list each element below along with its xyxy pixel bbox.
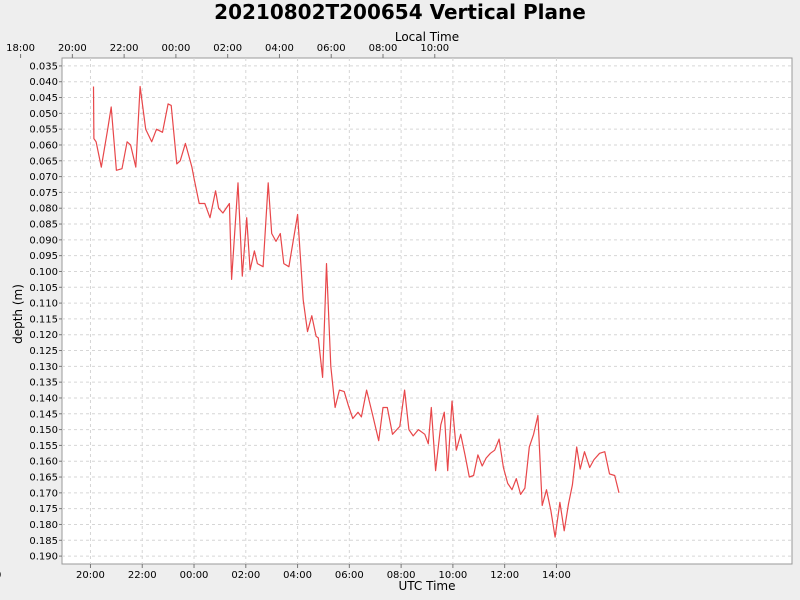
y-tick-label: 0.120 (29, 330, 58, 341)
x-tick-label-utc: 06:00 (335, 570, 364, 581)
x-tick-label-utc: 14:00 (542, 570, 571, 581)
x-tick-label-local: 00:00 (161, 43, 190, 54)
y-tick-label: 0.165 (29, 473, 58, 484)
x-tick-label-utc: 16:00 (0, 570, 1, 581)
x-tick-label-utc: 08:00 (387, 570, 416, 581)
y-tick-label: 0.115 (29, 314, 58, 325)
x-tick-label-utc: 12:00 (490, 570, 519, 581)
y-axis-ticks: 0.035 0.040 0.045 0.050 0.055 0.060 0.065 0.070… (29, 61, 62, 563)
y-tick-label: 0.140 (29, 393, 58, 404)
y-axis-title: depth (m) (11, 284, 25, 344)
x-tick-label-local: 06:00 (317, 43, 346, 54)
y-tick-label: 0.170 (29, 488, 58, 499)
y-tick-label: 0.180 (29, 520, 58, 531)
y-tick-label: 0.080 (29, 204, 58, 215)
x-tick-label-utc: 02:00 (231, 570, 260, 581)
x-tick-label-local: 22:00 (110, 43, 139, 54)
x-tick-label-local: 18:00 (6, 43, 35, 54)
x-tick-label-utc: 10:00 (438, 570, 467, 581)
y-tick-label: 0.150 (29, 425, 58, 436)
y-tick-label: 0.185 (29, 536, 58, 547)
y-tick-label: 0.045 (29, 93, 58, 104)
y-tick-label: 0.050 (29, 109, 58, 120)
x-tick-label-utc: 22:00 (128, 570, 157, 581)
x-tick-label-local: 08:00 (369, 43, 398, 54)
y-tick-label: 0.135 (29, 378, 58, 389)
y-tick-label: 0.075 (29, 188, 58, 199)
y-tick-label: 0.090 (29, 235, 58, 246)
x-tick-label-utc: 04:00 (283, 570, 312, 581)
x-tick-label-local: 02:00 (213, 43, 242, 54)
plot-area (61, 57, 793, 565)
bottom-axis-title: UTC Time (399, 579, 456, 593)
y-tick-label: 0.070 (29, 172, 58, 183)
y-tick-label: 0.190 (29, 552, 58, 563)
y-tick-label: 0.095 (29, 251, 58, 262)
depth-series-line (92, 85, 620, 538)
y-tick-label: 0.145 (29, 409, 58, 420)
x-tick-label-local: 20:00 (58, 43, 87, 54)
y-tick-label: 0.125 (29, 346, 58, 357)
chart-title: 20210802T200654 Vertical Plane (214, 0, 586, 24)
y-tick-label: 0.130 (29, 362, 58, 373)
x-tick-label-local: 04:00 (265, 43, 294, 54)
grid-lines (62, 58, 792, 564)
y-tick-label: 0.175 (29, 504, 58, 515)
x-tick-label-utc: 20:00 (76, 570, 105, 581)
x-tick-label-local: 10:00 (420, 43, 449, 54)
y-tick-label: 0.160 (29, 457, 58, 468)
top-axis-title: Local Time (395, 30, 459, 44)
y-tick-label: 0.055 (29, 125, 58, 136)
y-tick-label: 0.065 (29, 156, 58, 167)
y-tick-label: 0.110 (29, 299, 58, 310)
y-tick-label: 0.040 (29, 77, 58, 88)
y-tick-label: 0.035 (29, 61, 58, 72)
bottom-axis-ticks: 20:00 22:00 00:00 02:00 04:00 06:00 08:00 10:00… (0, 564, 571, 581)
y-tick-label: 0.155 (29, 441, 58, 452)
top-axis-ticks: 14:0016:0018:0020:0022:0000:0002:0004:00… (6, 43, 449, 58)
y-tick-label: 0.085 (29, 220, 58, 231)
y-tick-label: 0.105 (29, 283, 58, 294)
x-tick-label-utc: 00:00 (180, 570, 209, 581)
y-tick-label: 0.060 (29, 140, 58, 151)
series-layer (92, 85, 620, 538)
y-tick-label: 0.100 (29, 267, 58, 278)
